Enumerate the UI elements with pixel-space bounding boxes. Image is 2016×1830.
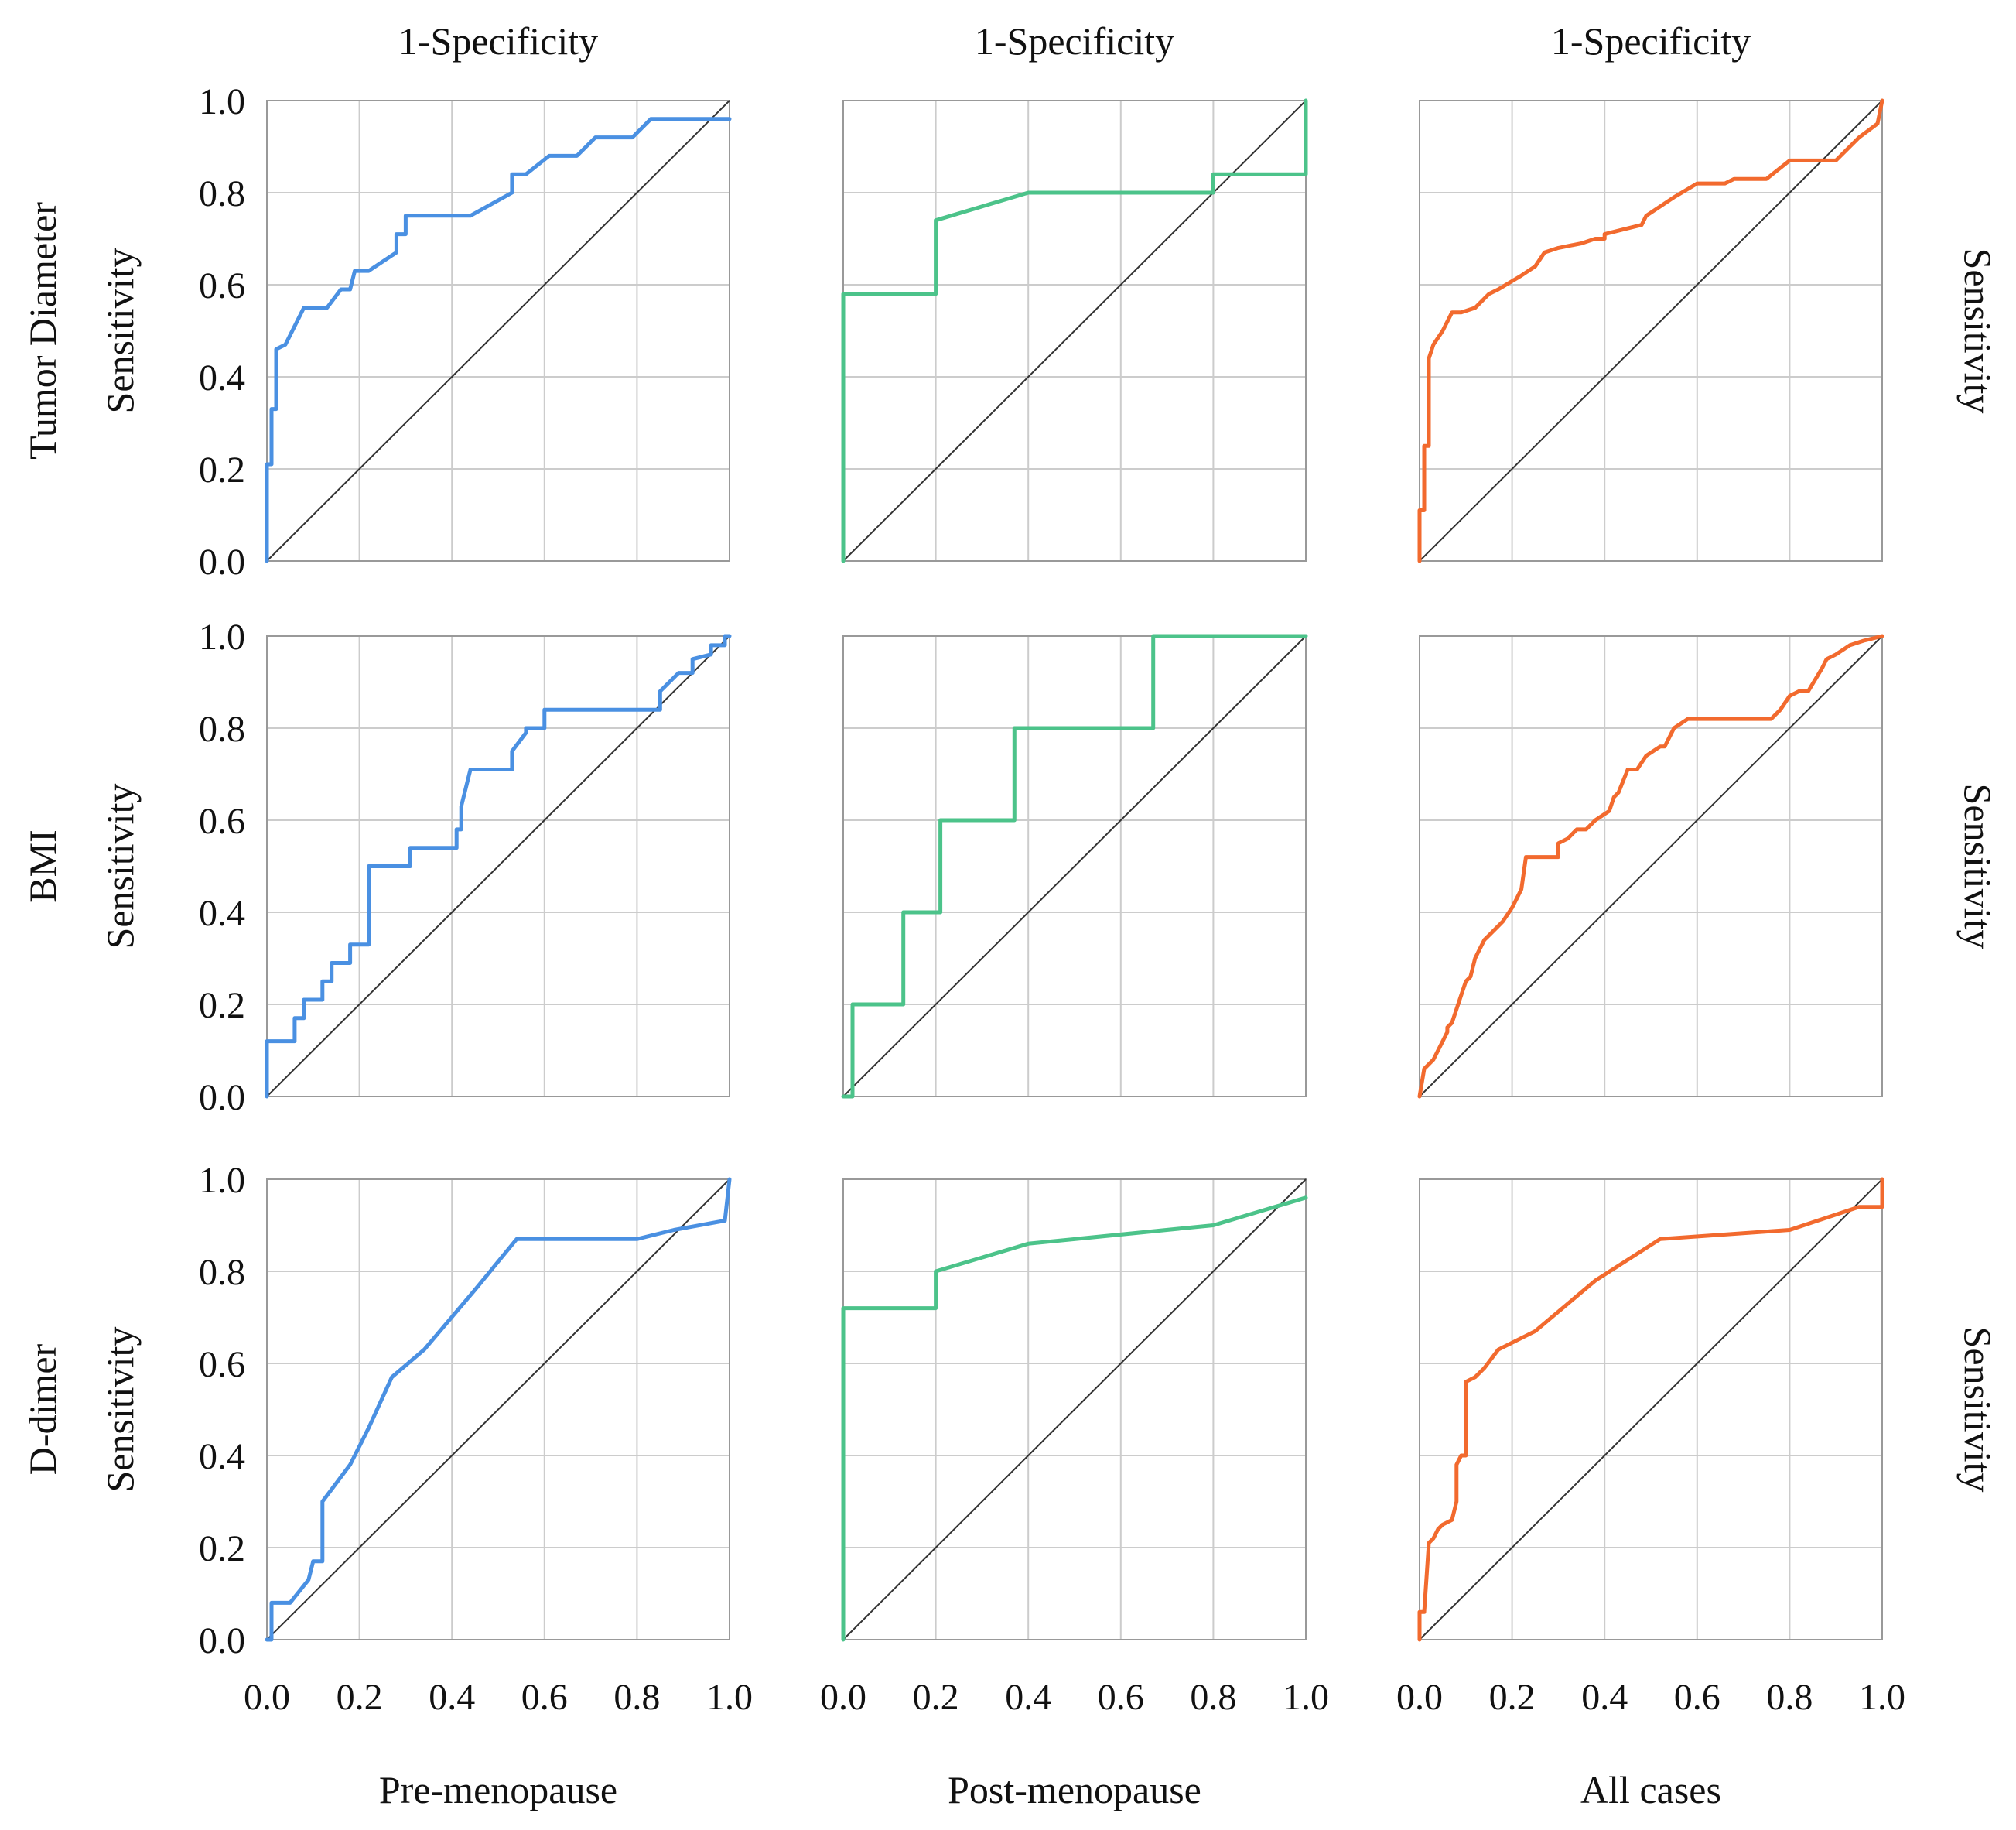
reference-diagonal — [266, 635, 730, 1097]
plot-frame — [1419, 635, 1883, 1097]
reference-diagonal — [266, 1178, 730, 1640]
panel-tumor-diameter-post-menopause — [841, 98, 1308, 563]
figure-labels: 1-Specificity 1-Specificity 1-Specificity P… — [21, 19, 2000, 1811]
y-tick-label: 0.6 — [199, 1344, 245, 1385]
column-label: All cases — [1580, 1768, 1721, 1811]
reference-diagonal — [1419, 1178, 1883, 1640]
y-tick-label: 0.8 — [199, 173, 245, 214]
y-tick-label: 0.2 — [199, 1528, 245, 1569]
right-axis-title: Sensitivity — [1956, 248, 2000, 414]
x-tick-label: 0.2 — [913, 1677, 959, 1718]
x-tick-label: 0.4 — [1005, 1677, 1051, 1718]
panel-bmi-all-cases — [1417, 634, 1884, 1099]
x-tick-label: 0.0 — [1396, 1677, 1443, 1718]
panel-d-dimer-pre-menopause: 0.0 0.2 0.4 0.6 0.8 1.0 0.0 0.2 0.4 0.6 0.8 1.0 — [199, 1160, 753, 1718]
reference-diagonal — [842, 635, 1307, 1097]
row-label: Tumor Diameter — [21, 202, 64, 460]
y-tick-label: 0.4 — [199, 893, 245, 934]
y-tick-label: 0.0 — [199, 542, 245, 583]
top-axis-title: 1-Specificity — [1551, 19, 1751, 63]
column-label: Post-menopause — [948, 1768, 1201, 1811]
left-axis-title: Sensitivity — [98, 784, 142, 949]
panel-bmi-pre-menopause: 0.0 0.2 0.4 0.6 0.8 1.0 — [199, 617, 732, 1118]
x-tick-label: 0.8 — [1766, 1677, 1813, 1718]
reference-diagonal — [266, 100, 730, 562]
plot-frame — [266, 1178, 730, 1640]
y-tick-label: 0.8 — [199, 1252, 245, 1293]
x-tick-label: 0.0 — [820, 1677, 866, 1718]
y-tick-label: 0.2 — [199, 450, 245, 491]
row-label: D-dimer — [21, 1343, 64, 1475]
y-tick-label: 0.8 — [199, 709, 245, 750]
x-tick-label: 0.0 — [244, 1677, 290, 1718]
roc-curve-d-dimer-pre-menopause — [265, 1177, 732, 1642]
y-tick-label: 0.0 — [199, 1620, 245, 1661]
plot-frame — [266, 635, 730, 1097]
x-tick-label: 0.6 — [521, 1677, 568, 1718]
panel-tumor-diameter-pre-menopause: 0.0 0.2 0.4 0.6 0.8 1.0 — [199, 81, 732, 583]
top-axis-title: 1-Specificity — [398, 19, 598, 63]
roc-curve-bmi-pre-menopause — [265, 634, 732, 1099]
x-tick-label: 0.2 — [1489, 1677, 1536, 1718]
row-label: BMI — [21, 829, 64, 902]
y-tick-label: 0.0 — [199, 1077, 245, 1118]
y-tick-label: 0.4 — [199, 1436, 245, 1477]
x-tick-label: 1.0 — [706, 1677, 753, 1718]
roc-curve-tumor-diameter-post-menopause — [841, 98, 1308, 563]
roc-curve-bmi-post-menopause — [841, 634, 1308, 1099]
y-tick-label: 1.0 — [199, 81, 245, 122]
x-tick-label: 0.4 — [1581, 1677, 1628, 1718]
y-tick-label: 1.0 — [199, 1160, 245, 1201]
panel-bmi-post-menopause — [841, 634, 1308, 1099]
plot-frame — [1419, 100, 1883, 562]
reference-diagonal — [1419, 100, 1883, 562]
y-tick-label: 0.6 — [199, 265, 245, 306]
reference-diagonal — [1419, 635, 1883, 1097]
column-label: Pre-menopause — [379, 1768, 617, 1811]
roc-curve-tumor-diameter-all-cases — [1417, 98, 1884, 563]
right-axis-title: Sensitivity — [1956, 784, 2000, 949]
plot-frame — [1419, 1178, 1883, 1640]
x-tick-label: 1.0 — [1859, 1677, 1905, 1718]
left-axis-title: Sensitivity — [98, 248, 142, 414]
x-tick-label: 0.6 — [1674, 1677, 1720, 1718]
plot-frame — [266, 100, 730, 562]
y-tick-label: 0.2 — [199, 985, 245, 1026]
reference-diagonal — [842, 1178, 1307, 1640]
x-tick-label: 0.8 — [1190, 1677, 1236, 1718]
panel-d-dimer-all-cases: 0.0 0.2 0.4 0.6 0.8 1.0 — [1396, 1177, 1905, 1718]
right-axis-title: Sensitivity — [1956, 1327, 2000, 1493]
panel-d-dimer-post-menopause: 0.0 0.2 0.4 0.6 0.8 1.0 — [820, 1178, 1329, 1718]
y-tick-label: 1.0 — [199, 617, 245, 658]
x-tick-label: 0.6 — [1098, 1677, 1144, 1718]
x-tick-label: 0.2 — [337, 1677, 383, 1718]
roc-curve-tumor-diameter-pre-menopause — [265, 117, 732, 563]
roc-panels: 0.00.20.40.60.81.00.00.20.40.60.81.00.00… — [199, 81, 1905, 1718]
x-tick-label: 0.4 — [429, 1677, 475, 1718]
panel-tumor-diameter-all-cases — [1417, 98, 1884, 563]
roc-curve-bmi-all-cases — [1417, 634, 1884, 1099]
plot-frame — [842, 635, 1307, 1097]
roc-curve-d-dimer-post-menopause — [841, 1195, 1308, 1642]
top-axis-title: 1-Specificity — [975, 19, 1174, 63]
roc-curve-d-dimer-all-cases — [1417, 1177, 1884, 1642]
left-axis-title: Sensitivity — [98, 1327, 142, 1493]
y-tick-label: 0.4 — [199, 357, 245, 398]
x-tick-label: 0.8 — [613, 1677, 660, 1718]
reference-diagonal — [842, 100, 1307, 562]
y-tick-label: 0.6 — [199, 801, 245, 842]
x-tick-label: 1.0 — [1283, 1677, 1329, 1718]
